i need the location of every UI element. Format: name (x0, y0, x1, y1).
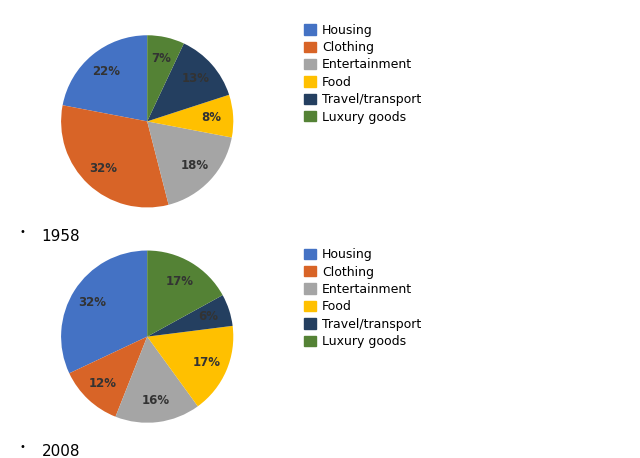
Text: •: • (19, 442, 25, 452)
Legend: Housing, Clothing, Entertainment, Food, Travel/transport, Luxury goods: Housing, Clothing, Entertainment, Food, … (301, 245, 425, 352)
Wedge shape (147, 121, 232, 205)
Wedge shape (61, 105, 168, 207)
Text: 17%: 17% (166, 274, 194, 288)
Text: 7%: 7% (151, 52, 172, 65)
Text: •: • (19, 227, 25, 237)
Text: 22%: 22% (92, 65, 120, 78)
Text: 18%: 18% (180, 159, 209, 172)
Wedge shape (147, 44, 229, 121)
Text: 1958: 1958 (42, 229, 80, 244)
Text: 17%: 17% (193, 356, 220, 369)
Wedge shape (69, 337, 147, 417)
Text: 16%: 16% (141, 394, 170, 407)
Text: 32%: 32% (79, 295, 107, 309)
Wedge shape (147, 251, 223, 337)
Wedge shape (63, 35, 147, 121)
Wedge shape (147, 95, 234, 137)
Text: 2008: 2008 (42, 444, 80, 458)
Text: 6%: 6% (198, 310, 219, 323)
Wedge shape (147, 35, 184, 121)
Text: 13%: 13% (182, 72, 210, 85)
Text: 12%: 12% (89, 377, 117, 390)
Text: 8%: 8% (202, 111, 221, 124)
Wedge shape (115, 337, 198, 423)
Wedge shape (61, 251, 147, 373)
Wedge shape (147, 295, 232, 337)
Wedge shape (147, 326, 234, 406)
Text: 32%: 32% (89, 162, 117, 175)
Legend: Housing, Clothing, Entertainment, Food, Travel/transport, Luxury goods: Housing, Clothing, Entertainment, Food, … (301, 20, 425, 127)
